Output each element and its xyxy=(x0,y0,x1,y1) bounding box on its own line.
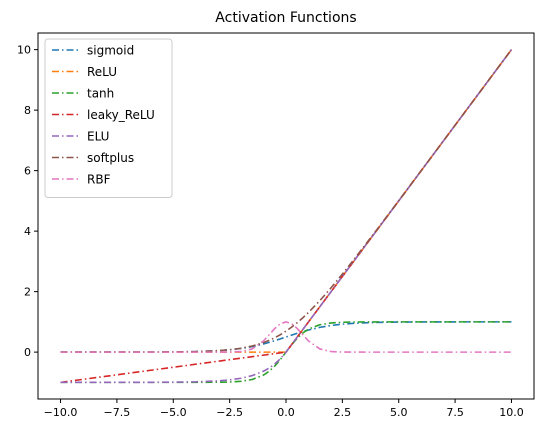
legend-label-rbf: RBF xyxy=(87,173,111,187)
legend-label-sigmoid: sigmoid xyxy=(87,44,134,58)
legend-label-relu: ReLU xyxy=(87,65,117,79)
y-tick-label: 0 xyxy=(24,346,31,359)
legend-label-softplus: softplus xyxy=(87,151,134,165)
x-axis: −10.0 −7.5 −5.0 −2.5 0.0 2.5 5.0 7.5 10.0 xyxy=(44,399,524,419)
legend: sigmoid ReLU tanh leaky_ReLU ELU softplus RBF xyxy=(44,38,173,198)
x-tick-label: −7.5 xyxy=(104,406,131,419)
x-tick-label: −5.0 xyxy=(160,406,187,419)
y-tick-label: 2 xyxy=(24,286,31,299)
y-tick-label: 10 xyxy=(17,44,31,57)
plot-lines xyxy=(60,49,513,384)
x-tick-label: −10.0 xyxy=(44,406,78,419)
x-tick-label: 2.5 xyxy=(334,406,352,419)
y-tick-label: 6 xyxy=(24,165,31,178)
y-tick-label: 4 xyxy=(24,225,31,238)
series-line-sigmoid xyxy=(60,321,512,353)
legend-label-tanh: tanh xyxy=(87,87,114,101)
legend-label-leaky-relu: leaky_ReLU xyxy=(87,108,155,122)
x-tick-label: 0.0 xyxy=(277,406,295,419)
x-tick-label: −2.5 xyxy=(216,406,243,419)
y-tick-label: 8 xyxy=(24,104,31,117)
chart-title: Activation Functions xyxy=(215,10,356,26)
x-tick-label: 10.0 xyxy=(499,406,524,419)
x-tick-label: 5.0 xyxy=(390,406,408,419)
legend-label-elu: ELU xyxy=(87,130,109,144)
series-line-rbf xyxy=(60,321,512,353)
x-tick-label: 7.5 xyxy=(446,406,464,419)
y-axis: 0 2 4 6 8 10 xyxy=(17,44,38,359)
